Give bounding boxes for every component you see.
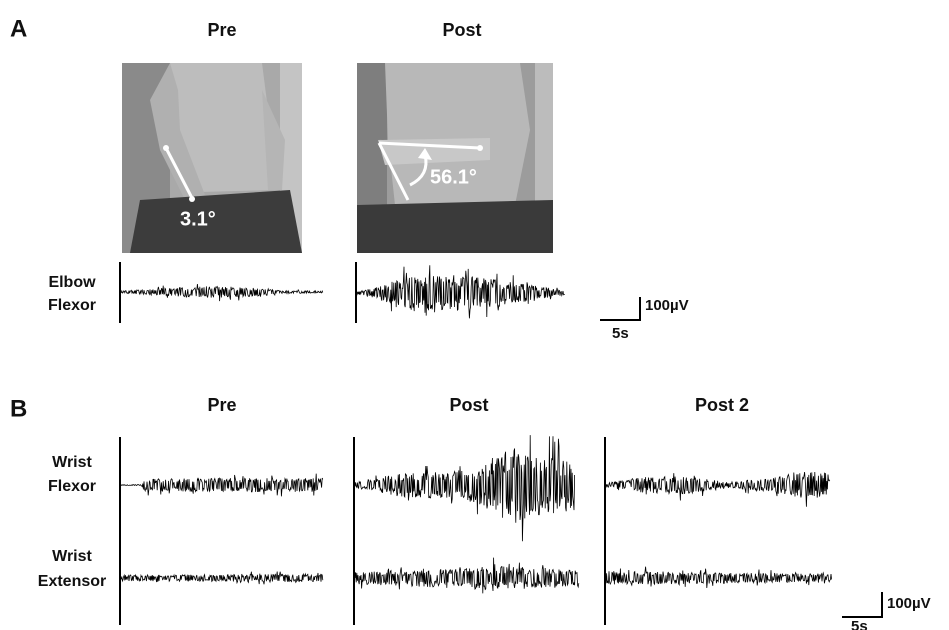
row-label: Extensor <box>38 573 106 590</box>
column-title: Pre <box>207 20 236 40</box>
emg-trace <box>356 265 565 318</box>
column-title: Post <box>442 20 481 40</box>
emg-trace <box>355 435 575 541</box>
emg-trace <box>355 558 579 594</box>
column-title: Post 2 <box>695 395 749 415</box>
figure: A Pre Post 3.1° 56.1° Elbow Flexor 100µV… <box>0 0 949 630</box>
emg-trace <box>120 284 323 301</box>
angle-label: 56.1° <box>430 166 477 188</box>
row-label: Elbow <box>48 274 96 291</box>
photo <box>357 63 553 253</box>
scale-label: 5s <box>612 325 629 342</box>
angle-label: 3.1° <box>180 208 216 230</box>
emg-trace <box>120 474 323 497</box>
emg-trace <box>606 472 830 507</box>
row-label: Wrist <box>52 548 92 565</box>
column-title: Pre <box>207 395 236 415</box>
panel-label: B <box>10 395 27 422</box>
emg-trace <box>120 572 323 585</box>
row-label: Wrist <box>52 454 92 471</box>
panel-label: A <box>10 15 27 42</box>
row-label: Flexor <box>48 478 96 495</box>
scale-label: 100µV <box>887 595 931 612</box>
scale-label: 5s <box>851 618 868 630</box>
row-label: Flexor <box>48 297 96 314</box>
column-title: Post <box>449 395 488 415</box>
scale-label: 100µV <box>645 297 689 314</box>
emg-trace <box>606 567 832 588</box>
